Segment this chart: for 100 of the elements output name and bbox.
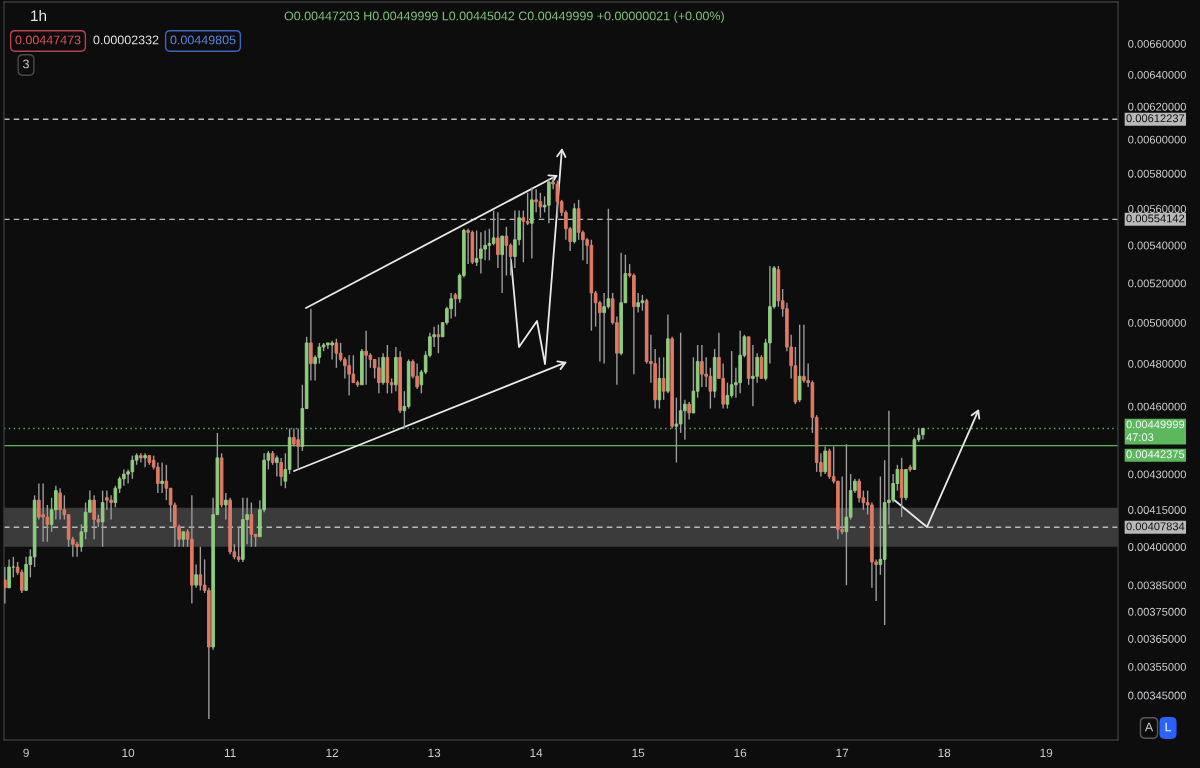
y-tick-label: 0.00415000 <box>1128 506 1186 514</box>
candlestick <box>198 546 203 592</box>
x-tick-label: 10 <box>122 748 135 757</box>
y-tick-label: 0.00580000 <box>1128 169 1186 178</box>
annotation: 3 <box>23 59 29 69</box>
candlestick <box>487 228 492 261</box>
candlestick <box>525 192 530 226</box>
candlestick <box>377 356 381 395</box>
y-tick-label: 0.00500000 <box>1128 318 1186 327</box>
y-tick-label: 0.00345000 <box>1128 691 1186 700</box>
x-tick-label: 15 <box>632 748 645 757</box>
candlestick <box>857 478 861 504</box>
y-tick-label: 0.00560000 <box>1128 205 1186 213</box>
candlestick <box>41 482 45 543</box>
candlestick <box>496 211 500 269</box>
candlestick <box>661 356 666 401</box>
candlestick <box>636 292 640 314</box>
candlestick <box>139 452 143 464</box>
candlestick <box>160 461 164 494</box>
candlestick <box>75 541 79 558</box>
candlestick <box>122 468 126 487</box>
ref-line-label: 0.00449999 47:03 <box>1126 420 1185 442</box>
y-tick-label: 0.00365000 <box>1128 635 1186 643</box>
candlestick <box>100 489 105 548</box>
candlestick <box>538 192 543 219</box>
annotation: 0.00002332 <box>93 35 159 45</box>
candlestick <box>683 399 687 441</box>
y-tick-label: 0.00480000 <box>1128 359 1186 368</box>
candlestick <box>513 209 517 269</box>
x-tick-label: 17 <box>836 748 849 757</box>
ref-line-label: 0.00554142 <box>1126 214 1185 223</box>
candlestick <box>330 340 334 361</box>
candlestick <box>725 381 730 410</box>
candlestick <box>364 329 368 386</box>
candlestick <box>823 445 827 475</box>
text: A <box>1144 722 1154 732</box>
y-tick-label: 0.00640000 <box>1128 70 1186 79</box>
x-tick-label: 12 <box>326 748 339 757</box>
candlestick <box>504 226 509 277</box>
y-tick-label: 0.00540000 <box>1128 241 1186 250</box>
candlestick <box>224 492 228 521</box>
candlestick <box>674 396 679 464</box>
candlestick <box>143 452 147 468</box>
x-tick-label: 14 <box>530 748 543 757</box>
candlestick <box>759 354 764 380</box>
candlestick <box>453 292 458 318</box>
candlestick <box>436 323 441 354</box>
candlestick <box>555 179 560 219</box>
candlestick <box>530 186 534 260</box>
candlestick <box>700 344 704 388</box>
x-tick-label: 18 <box>938 748 951 757</box>
x-tick-label: 11 <box>224 748 236 757</box>
candlestick <box>840 475 844 535</box>
candlestick <box>279 457 283 487</box>
candlestick <box>802 323 806 384</box>
candlestick <box>58 487 62 521</box>
candlestick <box>657 356 662 410</box>
candlestick <box>296 427 300 471</box>
candlestick <box>109 494 113 521</box>
annotation: 0.00449805 <box>170 35 236 45</box>
candlestick <box>844 443 849 586</box>
candlestick <box>534 188 538 214</box>
candlestick <box>547 178 551 224</box>
candlestick <box>491 209 496 247</box>
y-tick-label: 0.00375000 <box>1128 607 1186 616</box>
candlestick <box>92 494 96 540</box>
annotation: 0.00447473 <box>15 35 81 45</box>
candlestick <box>751 344 755 408</box>
candlestick <box>334 338 339 369</box>
candlestick <box>602 292 606 365</box>
y-tick-label: 0.00385000 <box>1128 581 1186 590</box>
candlestick <box>236 526 241 563</box>
y-tick-label: 0.00355000 <box>1128 662 1186 671</box>
chart-title: 1h <box>31 9 46 21</box>
text: L <box>1165 722 1172 732</box>
y-tick-label: 0.00520000 <box>1128 279 1186 288</box>
candlestick <box>797 323 802 403</box>
candlestick <box>466 228 470 265</box>
candlestick <box>194 563 198 589</box>
y-tick-label: 0.00600000 <box>1128 135 1186 144</box>
candlestick <box>309 307 313 382</box>
candlestick <box>479 231 483 275</box>
ref-line-label: 0.00407834 <box>1126 522 1185 531</box>
y-tick-label: 0.00660000 <box>1128 40 1186 48</box>
y-tick-label: 0.00460000 <box>1128 402 1186 411</box>
candlestick <box>130 454 135 480</box>
candlestick <box>54 485 58 521</box>
candlestick <box>156 461 160 494</box>
candlestick <box>521 209 526 263</box>
y-tick-label: 0.00620000 <box>1128 102 1186 111</box>
text: O0.00447203 H0.00449999 L0.00445042 C0.00449999 +0.00000021 (+0.00%) <box>284 11 724 23</box>
ref-line-label: 0.00612237 <box>1126 114 1185 123</box>
x-tick-label: 9 <box>23 748 29 757</box>
ref-line-label: 0.00442375 <box>1126 450 1185 459</box>
y-tick-label: 0.00430000 <box>1128 470 1186 479</box>
x-tick-label: 19 <box>1040 748 1053 757</box>
candlestick <box>415 362 419 390</box>
x-tick-label: 16 <box>734 748 747 757</box>
candlestick <box>347 354 351 397</box>
candlestick <box>4 566 7 605</box>
